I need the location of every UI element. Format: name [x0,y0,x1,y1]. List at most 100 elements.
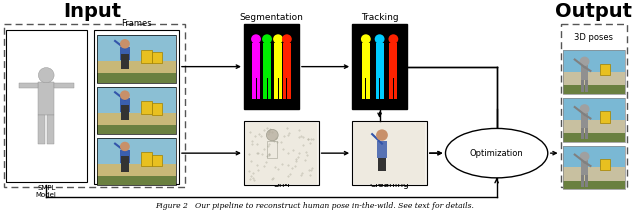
Bar [390,43,397,78]
Bar [563,51,625,94]
Text: Output: Output [556,2,632,21]
Bar [152,103,163,115]
Bar [97,176,176,186]
Circle shape [282,34,292,44]
Bar [141,101,152,114]
Bar [268,78,271,99]
Bar [120,150,130,163]
Bar [268,141,277,158]
Ellipse shape [445,128,548,178]
Bar [283,78,286,99]
Bar [563,167,625,181]
Bar [563,51,625,72]
Bar [252,78,255,99]
Text: 3D poses: 3D poses [575,33,614,42]
Circle shape [251,34,261,44]
Circle shape [374,34,385,44]
Circle shape [580,152,589,161]
Bar [563,181,625,189]
Bar [585,128,589,139]
Bar [585,80,589,92]
Bar [125,156,129,172]
Bar [97,35,176,83]
Bar [376,43,383,78]
Bar [120,98,130,112]
Bar [563,72,625,85]
Bar [600,159,610,170]
Bar [97,125,176,134]
Circle shape [580,104,589,114]
Bar [378,158,382,171]
Bar [563,120,625,133]
Bar [97,138,176,186]
Bar [244,24,299,109]
Text: Input: Input [63,2,122,21]
Bar [580,175,584,187]
Bar [6,30,86,182]
Text: Cleaning: Cleaning [369,180,410,189]
Bar [390,78,393,99]
Bar [121,105,125,120]
Bar [563,85,625,94]
Bar [283,43,291,78]
Text: Segmentation: Segmentation [239,13,303,22]
Bar [362,78,365,99]
Circle shape [120,90,130,100]
Circle shape [120,142,130,151]
Circle shape [580,57,589,66]
Bar [585,175,589,187]
Bar [97,164,176,176]
Bar [563,133,625,142]
Bar [580,128,584,139]
Bar [152,52,163,63]
Circle shape [38,68,54,83]
Text: Tracking: Tracking [361,13,399,22]
Circle shape [361,34,371,44]
Circle shape [262,34,272,44]
Bar [121,54,125,69]
Bar [246,123,317,184]
Bar [97,113,176,125]
Circle shape [388,34,398,44]
Bar [97,87,176,113]
Circle shape [266,129,278,141]
Bar [380,78,383,99]
Text: SfM: SfM [273,180,290,189]
Bar [563,146,625,167]
Bar [4,24,185,187]
Bar [141,152,152,165]
Bar [263,78,266,99]
Bar [600,64,610,75]
Bar [263,43,271,78]
Bar [278,78,282,99]
Bar [125,54,129,69]
Bar [394,78,397,99]
Bar [97,87,176,134]
Bar [38,115,45,144]
Bar [97,61,176,73]
Bar [377,141,387,158]
Circle shape [376,129,388,141]
Bar [121,156,125,172]
Bar [152,155,163,166]
Circle shape [273,34,283,44]
Bar [383,158,387,171]
Bar [244,121,319,186]
Bar [600,111,610,123]
Bar [563,146,625,189]
Text: Figure 2   Our pipeline to reconstruct human pose in-the-wild. See text for deta: Figure 2 Our pipeline to reconstruct hum… [156,202,474,210]
Bar [580,65,589,80]
Bar [38,82,54,115]
Bar [354,123,425,184]
Bar [141,49,152,63]
Bar [274,78,278,99]
Bar [47,115,54,144]
Bar [352,24,407,109]
Bar [287,78,291,99]
Bar [563,98,625,120]
Bar [54,83,74,89]
Bar [125,105,129,120]
Bar [97,138,176,164]
Bar [120,47,130,60]
Bar [580,80,584,92]
